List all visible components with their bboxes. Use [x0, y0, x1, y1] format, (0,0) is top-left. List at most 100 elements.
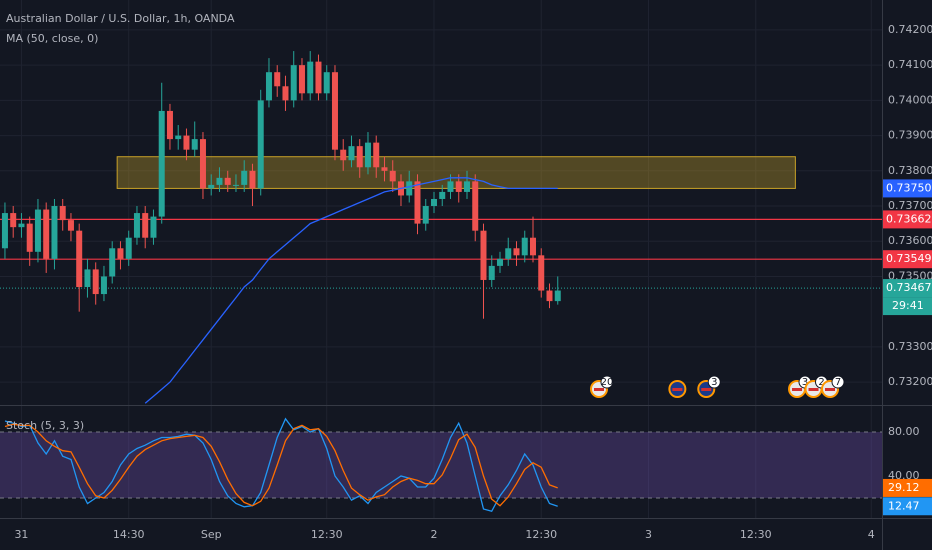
candle-body	[175, 135, 182, 140]
price-tag-label: 0.73549	[886, 252, 932, 265]
x-tick-label: Sep	[201, 528, 222, 541]
event-count: 3	[711, 377, 717, 388]
candle-body	[274, 72, 281, 87]
y-tick-label: 0.73200	[888, 375, 932, 388]
event-flag	[792, 388, 803, 391]
event-count: 20	[601, 377, 614, 388]
candle-body	[521, 237, 528, 256]
candle-body	[290, 65, 297, 101]
candle-body	[480, 230, 487, 280]
candle-body	[422, 206, 429, 224]
candle-body	[414, 181, 421, 224]
candle-body	[43, 209, 50, 259]
event-count: 3	[802, 377, 808, 388]
candle-body	[199, 139, 206, 189]
x-tick-label: 31	[14, 528, 28, 541]
event-badge	[600, 375, 614, 389]
candle-body	[191, 139, 198, 150]
candle-body	[364, 142, 371, 168]
y-tick-label: 0.74000	[888, 93, 932, 106]
candle-body	[513, 248, 520, 256]
y-tick-label: 0.73600	[888, 234, 932, 247]
price-tag	[883, 250, 932, 269]
price-tag-label: 0.73750	[886, 181, 932, 194]
candle-body	[208, 184, 215, 189]
y-tick-label: 0.74100	[888, 58, 932, 71]
price-tag	[883, 279, 932, 298]
candle-body	[257, 100, 264, 189]
chart-title: Australian Dollar / U.S. Dollar, 1h, OAN…	[6, 12, 235, 25]
price-tag-label: 0.73662	[886, 212, 932, 225]
x-tick-label: 12:30	[740, 528, 772, 541]
event-count: 7	[835, 377, 841, 388]
ma-legend: MA (50, close, 0)	[6, 32, 98, 45]
event-count: 2	[818, 377, 824, 388]
candle-body	[183, 135, 190, 150]
candle-body	[10, 213, 17, 228]
stoch-band	[0, 431, 882, 498]
event-flag	[672, 388, 683, 391]
candle-body	[323, 72, 330, 94]
event-flag	[701, 388, 712, 391]
candle-body	[546, 290, 553, 302]
stoch-tag	[883, 478, 932, 497]
stoch-d-line	[4, 423, 558, 507]
candle-body	[406, 181, 413, 196]
candle-body	[26, 223, 33, 252]
candle-body	[100, 276, 107, 295]
candle-body	[389, 170, 396, 182]
candle-body	[348, 146, 355, 161]
candle-body	[307, 61, 314, 94]
candle-body	[538, 255, 545, 291]
x-tick-label: 12:30	[311, 528, 343, 541]
x-tick-label: 4	[868, 528, 875, 541]
candle-body	[430, 198, 437, 207]
candle-body	[166, 110, 173, 140]
y-tick-label: 0.73300	[888, 340, 932, 353]
candle-body	[249, 170, 256, 189]
x-tick-label: 12:30	[525, 528, 557, 541]
ma-line	[144, 177, 558, 404]
candle-body	[381, 167, 388, 171]
candle-body	[51, 206, 58, 259]
candle-body	[158, 110, 165, 217]
candle-body	[472, 181, 479, 231]
candle-body	[142, 213, 149, 238]
candle-body	[117, 248, 124, 259]
y-tick-label: 0.74200	[888, 23, 932, 36]
candle-body	[133, 213, 140, 238]
candle-body	[356, 146, 363, 168]
stoch-k-line	[4, 417, 558, 512]
stoch-tick-label: 80.00	[888, 425, 920, 438]
candle-body	[84, 269, 91, 288]
candle-body	[76, 230, 83, 288]
candle-body	[315, 61, 322, 94]
x-tick-label: 3	[645, 528, 652, 541]
event-badge	[707, 375, 721, 389]
candle-body	[505, 248, 512, 259]
candle-body	[224, 177, 231, 185]
y-tick-label: 0.73900	[888, 129, 932, 142]
candle-body	[241, 170, 248, 185]
candle-body	[150, 216, 157, 238]
candle-body	[216, 177, 223, 185]
candle-body	[34, 209, 41, 252]
candle-body	[554, 290, 561, 302]
candle-body	[59, 206, 66, 221]
candle-body	[496, 258, 503, 266]
candle-body	[298, 65, 305, 94]
candle-body	[340, 149, 347, 161]
event-badge	[831, 375, 845, 389]
candle-body	[1, 213, 8, 249]
x-tick-label: 14:30	[113, 528, 145, 541]
event-flag	[808, 388, 819, 391]
event-flag	[594, 388, 605, 391]
candle-body	[18, 223, 25, 228]
stoch-tag-label: 29.12	[888, 481, 920, 494]
event-flag	[825, 388, 836, 391]
stoch-tag	[883, 497, 932, 516]
candle-body	[439, 191, 446, 199]
candle-body	[373, 142, 380, 168]
x-tick-label: 2	[430, 528, 437, 541]
